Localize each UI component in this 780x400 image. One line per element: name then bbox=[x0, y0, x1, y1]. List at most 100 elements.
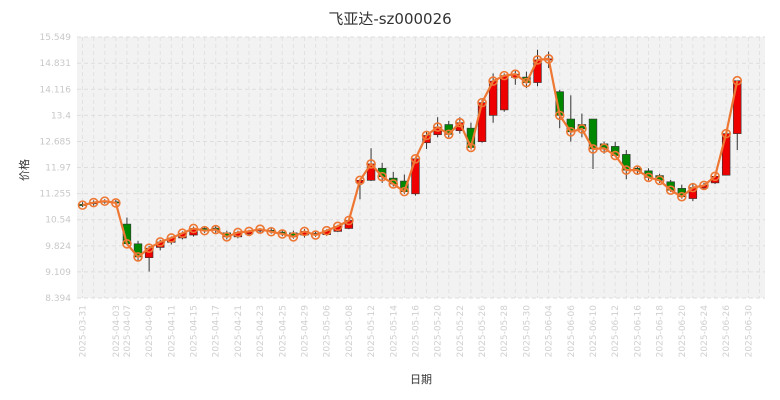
close-price-point bbox=[532, 55, 543, 65]
close-price-point bbox=[621, 165, 632, 175]
y-tick-label: 15.549 bbox=[40, 33, 72, 43]
close-price-point bbox=[455, 117, 465, 128]
x-tick-label: 2025-06-18 bbox=[656, 305, 666, 358]
candle-body bbox=[477, 102, 487, 142]
x-tick-label: 2025-04-17 bbox=[212, 305, 222, 357]
close-price-point bbox=[732, 75, 743, 86]
x-tick-label: 2025-05-16 bbox=[411, 305, 421, 358]
y-tick-label: 12.685 bbox=[40, 137, 72, 147]
close-price-point bbox=[233, 227, 243, 238]
close-price-point bbox=[155, 237, 166, 247]
close-price-point bbox=[288, 232, 299, 242]
chart-title: 飞亚达-sz000026 bbox=[328, 10, 452, 28]
close-price-point bbox=[255, 224, 265, 235]
x-tick-label: 2025-04-23 bbox=[256, 305, 266, 357]
x-tick-label: 2025-06-04 bbox=[545, 305, 555, 358]
x-tick-label: 2025-04-09 bbox=[145, 305, 155, 358]
x-tick-label: 2025-05-28 bbox=[500, 305, 510, 358]
close-price-point bbox=[676, 191, 687, 202]
x-tick-label: 2025-05-14 bbox=[389, 305, 399, 358]
close-price-point bbox=[166, 233, 177, 243]
x-tick-label: 2025-05-12 bbox=[367, 305, 377, 357]
y-tick-label: 14.831 bbox=[40, 59, 72, 69]
close-price-point bbox=[144, 243, 154, 253]
x-tick-label: 2025-04-15 bbox=[190, 305, 200, 357]
close-price-point bbox=[699, 180, 709, 191]
candle-body bbox=[500, 75, 509, 111]
close-price-point bbox=[277, 229, 288, 239]
close-price-point bbox=[210, 224, 221, 235]
x-tick-label: 2025-06-20 bbox=[678, 305, 688, 358]
x-tick-label: 2025-06-12 bbox=[611, 305, 621, 357]
close-price-point bbox=[432, 122, 443, 132]
close-price-point bbox=[332, 221, 343, 232]
close-price-point bbox=[477, 97, 487, 108]
close-price-point bbox=[199, 225, 210, 236]
close-line bbox=[77, 54, 743, 262]
x-tick-label: 2025-04-25 bbox=[278, 305, 288, 357]
y-tick-label: 9.109 bbox=[45, 268, 71, 278]
x-axis: 2025-03-31 2025-04-03 2025-04-07 2025-04-09… bbox=[79, 305, 755, 358]
close-price-point bbox=[344, 215, 354, 226]
close-price-line bbox=[82, 57, 739, 259]
close-price-point bbox=[443, 129, 454, 140]
close-price-point bbox=[244, 226, 254, 237]
close-price-point bbox=[610, 150, 620, 161]
x-axis-label: 日期 bbox=[410, 373, 432, 386]
close-price-point bbox=[133, 252, 143, 262]
close-price-point bbox=[377, 171, 387, 182]
y-tick-label: 11.255 bbox=[40, 190, 72, 200]
y-tick-label: 14.116 bbox=[40, 85, 72, 95]
close-price-point bbox=[355, 175, 365, 186]
x-tick-label: 2025-04-11 bbox=[167, 305, 177, 357]
x-tick-label: 2025-05-20 bbox=[434, 305, 444, 358]
close-price-point bbox=[599, 143, 609, 154]
close-price-point bbox=[521, 77, 532, 88]
close-price-point bbox=[122, 238, 132, 249]
x-tick-label: 2025-04-29 bbox=[300, 305, 310, 358]
close-price-point bbox=[654, 175, 665, 186]
x-tick-label: 2025-05-30 bbox=[522, 305, 532, 358]
close-price-point bbox=[577, 124, 587, 134]
x-tick-label: 2025-05-26 bbox=[478, 305, 488, 358]
x-tick-label: 2025-06-24 bbox=[700, 305, 710, 358]
y-tick-label: 13.4 bbox=[51, 111, 71, 121]
close-price-point bbox=[543, 54, 554, 64]
y-tick-label: 10.54 bbox=[45, 216, 71, 226]
close-price-point bbox=[643, 172, 654, 183]
x-tick-label: 2025-05-06 bbox=[323, 305, 333, 358]
close-price-point bbox=[321, 225, 332, 236]
x-tick-label: 2025-05-22 bbox=[456, 305, 466, 357]
x-tick-label: 2025-05-08 bbox=[345, 305, 355, 358]
close-price-point bbox=[366, 159, 376, 169]
close-price-point bbox=[499, 70, 510, 81]
x-tick-label: 2025-06-10 bbox=[589, 305, 599, 358]
x-tick-label: 2025-06-26 bbox=[722, 305, 732, 358]
x-tick-label: 2025-04-07 bbox=[123, 305, 133, 357]
close-price-point bbox=[710, 171, 720, 182]
x-tick-label: 2025-06-06 bbox=[567, 305, 577, 358]
close-price-point bbox=[310, 230, 321, 240]
close-price-point bbox=[421, 130, 432, 141]
y-axis: 15.549 14.831 14.116 13.4 12.685 11.97 11.255 1… bbox=[40, 33, 72, 304]
x-tick-label: 2025-06-16 bbox=[633, 305, 643, 358]
close-price-point bbox=[266, 226, 276, 237]
close-price-point bbox=[399, 186, 410, 197]
y-tick-label: 11.97 bbox=[45, 164, 71, 174]
close-price-point bbox=[410, 154, 421, 164]
close-price-point bbox=[510, 69, 521, 79]
close-price-point bbox=[99, 196, 110, 206]
close-price-point bbox=[88, 197, 99, 208]
y-axis-label: 价格 bbox=[17, 159, 31, 181]
close-price-point bbox=[77, 200, 88, 210]
close-price-point bbox=[588, 144, 598, 154]
close-price-point bbox=[466, 142, 476, 153]
x-tick-label: 2025-03-31 bbox=[79, 305, 89, 357]
close-price-point bbox=[299, 226, 310, 237]
close-price-point bbox=[721, 128, 731, 139]
close-price-point bbox=[566, 127, 576, 137]
close-price-point bbox=[177, 228, 188, 239]
x-tick-label: 2025-04-03 bbox=[112, 305, 122, 357]
close-price-point bbox=[111, 198, 121, 208]
